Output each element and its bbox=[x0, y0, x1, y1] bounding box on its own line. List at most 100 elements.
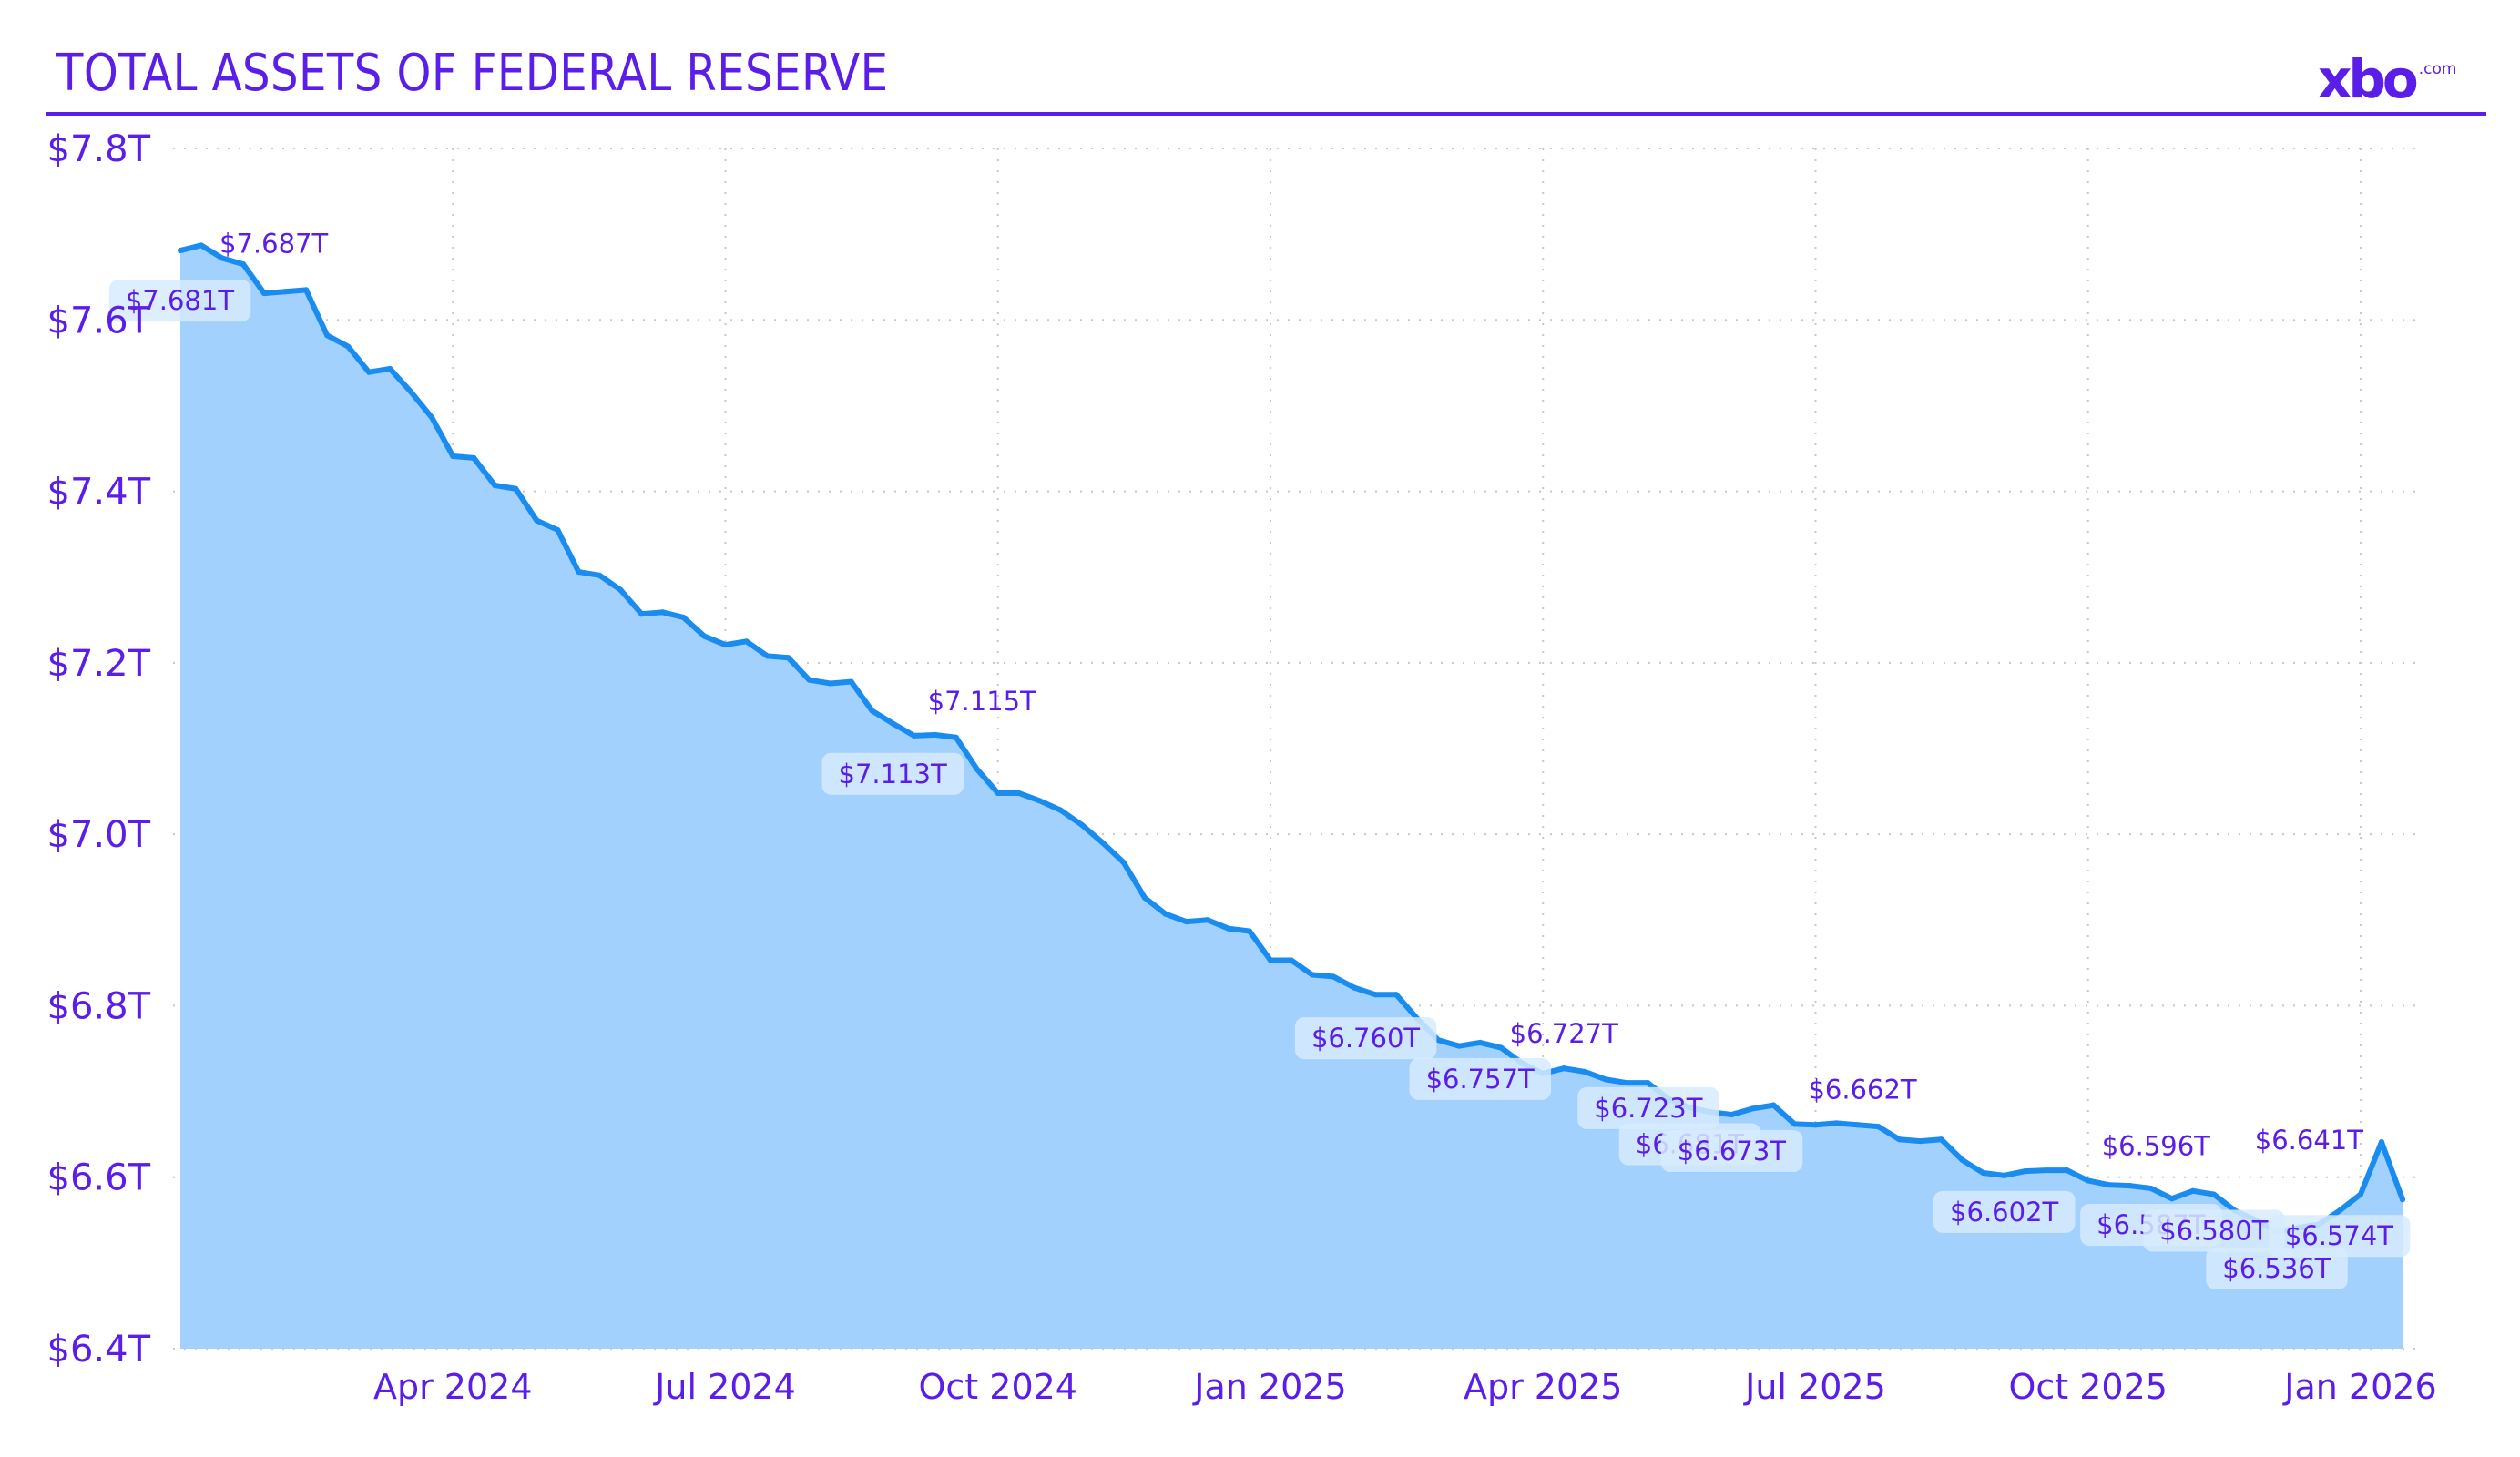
data-label-text: $6.641T bbox=[2255, 1125, 2363, 1156]
data-point bbox=[366, 369, 372, 375]
line-segment bbox=[471, 454, 498, 488]
data-point bbox=[1456, 1043, 1463, 1049]
line-segment bbox=[1120, 860, 1148, 901]
line-segment bbox=[387, 365, 414, 395]
data-point bbox=[1183, 919, 1189, 925]
data-point bbox=[1435, 1037, 1442, 1044]
x-tick-label: Jan 2025 bbox=[1192, 1367, 1346, 1407]
line-segment bbox=[1352, 984, 1379, 998]
line-segment bbox=[492, 482, 519, 492]
line-segment bbox=[345, 343, 372, 375]
data-point bbox=[408, 389, 414, 395]
line-segment bbox=[450, 453, 477, 461]
line-segment bbox=[1099, 840, 1127, 866]
data-point bbox=[701, 633, 708, 639]
data-point bbox=[1477, 1039, 1484, 1045]
line-segment bbox=[408, 389, 435, 421]
data-point bbox=[1938, 1136, 1944, 1143]
line-segment bbox=[1162, 911, 1189, 925]
data-point bbox=[324, 332, 331, 339]
data-point bbox=[345, 343, 352, 350]
data-point bbox=[1099, 840, 1106, 846]
data-point bbox=[597, 572, 603, 578]
data-label-text: $6.760T bbox=[1311, 1023, 1420, 1054]
data-label-text: $7.687T bbox=[219, 228, 328, 259]
line-segment bbox=[219, 255, 247, 268]
line-segment bbox=[1477, 1039, 1505, 1051]
data-label: $6.673T bbox=[1660, 1129, 1803, 1172]
data-point bbox=[1352, 984, 1358, 991]
y-tick-label: $7.8T bbox=[47, 128, 151, 170]
line-segment bbox=[785, 655, 812, 683]
line-segment bbox=[1435, 1037, 1463, 1049]
data-label: $6.580T bbox=[2143, 1209, 2285, 1252]
line-segment bbox=[722, 638, 750, 648]
line-segment bbox=[240, 261, 268, 297]
data-labels: $7.687T $7.681T $7.115T $7.113T $6.760T$6.75… bbox=[108, 228, 2411, 1289]
line-segment bbox=[1141, 894, 1168, 917]
data-label: $6.536T bbox=[2206, 1247, 2348, 1289]
line-segment bbox=[743, 638, 770, 659]
line-segment bbox=[1310, 972, 1337, 980]
brand-logo[interactable]: xbo .com bbox=[2318, 53, 2457, 107]
data-label-text: $7.113T bbox=[839, 759, 947, 790]
data-point bbox=[2357, 1191, 2363, 1197]
data-point bbox=[1246, 928, 1252, 934]
data-label-box bbox=[108, 280, 251, 322]
line-segment bbox=[1015, 790, 1043, 804]
line-segment bbox=[366, 365, 393, 375]
data-label-box bbox=[1933, 1190, 2076, 1233]
data-label: $7.115T bbox=[928, 686, 1036, 717]
x-tick-label: Oct 2025 bbox=[2008, 1367, 2168, 1407]
line-segment bbox=[1854, 1122, 1882, 1130]
data-point bbox=[576, 569, 582, 576]
data-point bbox=[1582, 1068, 1588, 1075]
data-point bbox=[282, 289, 289, 295]
data-point bbox=[2106, 1182, 2112, 1188]
line-segment bbox=[555, 526, 582, 576]
data-point bbox=[2378, 1139, 2384, 1146]
x-tick-label: Apr 2024 bbox=[373, 1367, 533, 1407]
line-segment bbox=[1582, 1068, 1609, 1083]
data-point bbox=[1624, 1080, 1630, 1086]
y-tick-label: $6.4T bbox=[47, 1329, 151, 1370]
data-point bbox=[1393, 992, 1400, 998]
data-point bbox=[1603, 1076, 1609, 1083]
data-point bbox=[2127, 1183, 2133, 1189]
logo-wordmark: xbo bbox=[2318, 48, 2419, 110]
data-label: $7.687T bbox=[219, 228, 328, 259]
x-tick-label: Jul 2024 bbox=[653, 1367, 796, 1407]
data-point bbox=[1833, 1120, 1840, 1126]
data-point bbox=[2043, 1167, 2049, 1174]
data-label: $7.681T bbox=[108, 280, 251, 322]
data-point bbox=[450, 453, 456, 459]
data-point bbox=[974, 766, 980, 772]
data-label-text: $6.673T bbox=[1678, 1136, 1786, 1167]
data-point bbox=[2022, 1168, 2028, 1175]
line-segment bbox=[1183, 917, 1210, 925]
data-point bbox=[1078, 821, 1085, 828]
data-point bbox=[1331, 973, 1337, 980]
data-point bbox=[1812, 1122, 1819, 1128]
line-segment bbox=[1603, 1076, 1630, 1086]
line-segment bbox=[282, 287, 310, 295]
data-label: $6.596T bbox=[2102, 1130, 2210, 1161]
data-point bbox=[555, 526, 561, 533]
line-segment bbox=[597, 572, 624, 593]
line-segment bbox=[1036, 798, 1064, 813]
line-segment bbox=[261, 289, 289, 297]
data-point bbox=[240, 261, 247, 268]
data-point bbox=[178, 248, 183, 254]
line-segment bbox=[2357, 1139, 2384, 1197]
data-point bbox=[1498, 1044, 1505, 1051]
data-point bbox=[2085, 1177, 2091, 1184]
line-segment bbox=[2001, 1168, 2028, 1178]
data-point bbox=[2210, 1191, 2217, 1197]
line-segment bbox=[1980, 1170, 2007, 1178]
line-segment bbox=[2378, 1139, 2405, 1203]
line-segment bbox=[2189, 1187, 2217, 1197]
data-label-text: $7.681T bbox=[126, 285, 234, 316]
data-label-box bbox=[1409, 1057, 1552, 1100]
line-segment bbox=[1770, 1102, 1798, 1127]
